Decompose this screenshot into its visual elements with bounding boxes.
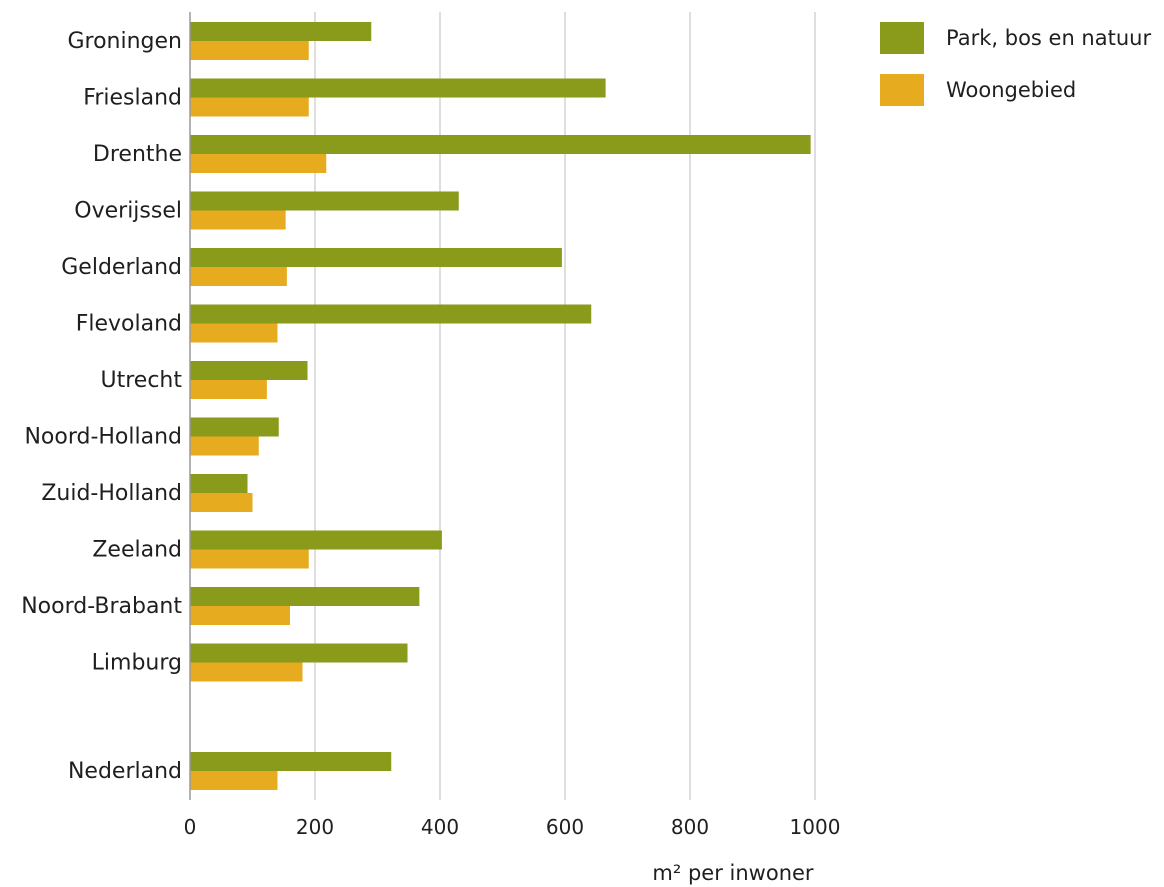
bar-park-bos-en-natuur-zuid-holland [190, 474, 248, 493]
x-tick-label-1000: 1000 [790, 815, 841, 839]
x-tick-label-200: 200 [296, 815, 334, 839]
bar-park-bos-en-natuur-noord-holland [190, 417, 279, 437]
bar-woongebied-limburg [190, 662, 303, 682]
category-label-gelderland: Gelderland [61, 255, 182, 280]
bar-woongebied-noord-brabant [190, 606, 290, 625]
category-label-noord-brabant: Noord-Brabant [21, 594, 182, 619]
category-label-friesland: Friesland [83, 86, 182, 111]
category-label-utrecht: Utrecht [101, 368, 183, 393]
bar-park-bos-en-natuur-friesland [190, 78, 606, 98]
bar-woongebied-overijssel [190, 210, 286, 230]
bar-park-bos-en-natuur-groningen [190, 22, 372, 41]
category-label-zeeland: Zeeland [92, 538, 182, 563]
category-labels: Groningen Friesland Drenthe Overijssel Gelde… [21, 29, 182, 784]
legend-swatch-woongebied [880, 74, 924, 106]
x-tick-label-400: 400 [421, 815, 459, 839]
bar-woongebied-friesland [190, 97, 309, 117]
x-tick-label-800: 800 [671, 815, 709, 839]
bar-woongebied-zeeland [190, 549, 309, 569]
bar-park-bos-en-natuur-limburg [190, 643, 408, 663]
bar-park-bos-en-natuur-noord-brabant [190, 587, 420, 606]
bar-park-bos-en-natuur-zeeland [190, 530, 442, 550]
category-label-limburg: Limburg [92, 651, 182, 676]
x-axis-title: m² per inwoner [652, 861, 814, 885]
bar-park-bos-en-natuur-overijssel [190, 191, 459, 211]
category-label-groningen: Groningen [67, 29, 182, 54]
bar-park-bos-en-natuur-drenthe [190, 135, 811, 154]
category-label-drenthe: Drenthe [93, 142, 182, 167]
bar-park-bos-en-natuur-gelderland [190, 248, 562, 267]
category-label-flevoland: Flevoland [76, 312, 182, 337]
legend-item-woongebied: Woongebied [880, 64, 1151, 116]
bars [190, 22, 811, 790]
bar-woongebied-flevoland [190, 323, 278, 343]
x-tick-label-0: 0 [184, 815, 197, 839]
x-tick-labels: 0 200 400 600 800 1000 [184, 815, 841, 839]
bar-woongebied-zuid-holland [190, 493, 253, 512]
bar-woongebied-gelderland [190, 267, 287, 286]
bar-park-bos-en-natuur-utrecht [190, 361, 308, 380]
category-label-zuid-holland: Zuid-Holland [41, 481, 182, 506]
bar-woongebied-drenthe [190, 154, 327, 173]
legend-item-park: Park, bos en natuur [880, 12, 1151, 64]
bar-park-bos-en-natuur-flevoland [190, 304, 592, 324]
bar-woongebied-noord-holland [190, 436, 259, 456]
category-label-nederland: Nederland [68, 759, 182, 784]
bar-park-bos-en-natuur-nederland [190, 752, 392, 771]
category-label-noord-holland: Noord-Holland [24, 425, 182, 450]
legend-label-woongebied: Woongebied [946, 78, 1077, 102]
gridlines [314, 12, 816, 800]
bar-woongebied-nederland [190, 771, 278, 790]
category-label-overijssel: Overijssel [74, 199, 182, 224]
legend-label-park: Park, bos en natuur [946, 26, 1152, 50]
bar-woongebied-utrecht [190, 380, 267, 399]
bar-woongebied-groningen [190, 41, 309, 60]
x-tick-label-600: 600 [546, 815, 584, 839]
legend: Park, bos en natuur Woongebied [880, 12, 1151, 116]
legend-swatch-park [880, 22, 924, 54]
